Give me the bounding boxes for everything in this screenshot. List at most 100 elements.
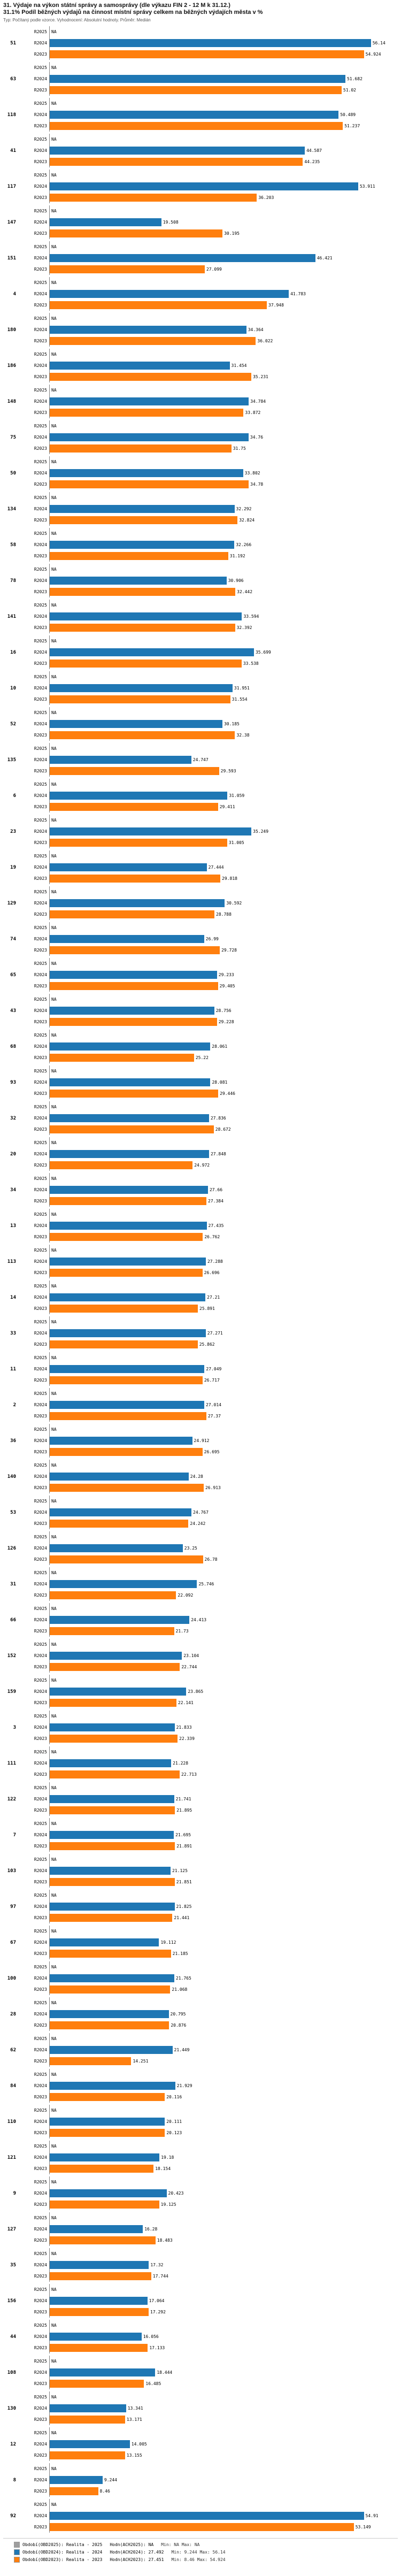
bar-value-label: 20.111 bbox=[166, 2119, 182, 2124]
bar-row-r2024: R2024 24.413 bbox=[18, 1614, 398, 1626]
series-tick-label: R2025 bbox=[34, 352, 47, 357]
series-tick-label: R2025 bbox=[34, 603, 47, 608]
bar-r2024 bbox=[50, 505, 235, 513]
bar-group: 127 R2025 NA R2024 16.28 R2023 18.483 bbox=[3, 2212, 398, 2246]
series-tick-label: R2024 bbox=[34, 1976, 47, 1981]
na-value-label: NA bbox=[51, 1355, 57, 1360]
na-value-label: NA bbox=[51, 603, 57, 608]
series-tick-label: R2024 bbox=[34, 435, 47, 440]
series-tick-label: R2025 bbox=[34, 2144, 47, 2149]
na-value-label: NA bbox=[51, 29, 57, 34]
bar-row-r2023: R2023 13.171 bbox=[18, 2414, 398, 2425]
bar-area: NA bbox=[49, 2356, 398, 2367]
series-tick-label: R2023 bbox=[34, 374, 47, 379]
bar-value-label: 19.112 bbox=[160, 1940, 176, 1945]
series-tick-label: R2024 bbox=[34, 1044, 47, 1049]
group-rank-label: 130 bbox=[7, 2405, 16, 2411]
series-tick-label: R2024 bbox=[34, 1510, 47, 1515]
group-rank-label: 12 bbox=[10, 2441, 16, 2447]
series-tick-label: R2023 bbox=[34, 697, 47, 702]
bar-area: 27.099 bbox=[49, 264, 398, 275]
bar-value-label: 14.005 bbox=[131, 2442, 147, 2447]
bar-row-r2025: R2025 NA bbox=[18, 2499, 398, 2510]
bar-r2024 bbox=[50, 182, 358, 190]
bar-group: 34 R2025 NA R2024 27.66 R2023 27.384 bbox=[3, 1173, 398, 1207]
group-rank-label: 62 bbox=[10, 2047, 16, 2053]
bar-value-label: 35.249 bbox=[253, 829, 269, 834]
bar-value-label: 28.788 bbox=[216, 912, 232, 917]
series-tick-label: R2025 bbox=[34, 1391, 47, 1396]
group-rows: R2025 NA R2024 16.28 R2023 18.483 bbox=[18, 2212, 398, 2246]
group-rows: R2025 NA R2024 23.865 R2023 22.141 bbox=[18, 1675, 398, 1708]
bar-area: 20.423 bbox=[49, 2188, 398, 2199]
bar-r2023 bbox=[50, 946, 220, 954]
bar-area: 18.154 bbox=[49, 2163, 398, 2174]
legend-item-2024: Období(OBD2024): Realita - 2024 Hodn(ACH… bbox=[14, 2549, 396, 2555]
series-tick-label: R2024 bbox=[34, 1617, 47, 1622]
bar-row-r2025: R2025 NA bbox=[18, 62, 398, 73]
bar-row-r2025: R2025 NA bbox=[18, 2463, 398, 2474]
series-tick-label: R2024 bbox=[34, 1833, 47, 1837]
bar-area: 25.891 bbox=[49, 1303, 398, 1314]
bar-area: 31.951 bbox=[49, 683, 398, 694]
bar-area: NA bbox=[49, 277, 398, 288]
series-tick-label: R2024 bbox=[34, 1940, 47, 1945]
na-value-label: NA bbox=[51, 531, 57, 536]
series-tick-label: R2023 bbox=[34, 769, 47, 773]
bar-area: 30.592 bbox=[49, 898, 398, 909]
bar-group: 53 R2025 NA R2024 24.767 R2023 24.242 bbox=[3, 1496, 398, 1529]
bar-row-r2023: R2023 51.237 bbox=[18, 120, 398, 132]
group-rank-label: 20 bbox=[10, 1151, 16, 1157]
bar-value-label: 46.421 bbox=[317, 256, 333, 260]
series-tick-label: R2025 bbox=[34, 1678, 47, 1683]
bar-area: 27.435 bbox=[49, 1220, 398, 1231]
bar-value-label: 20.123 bbox=[166, 2130, 182, 2135]
bar-r2023 bbox=[50, 1018, 217, 1026]
group-rows: R2025 NA R2024 41.783 R2023 37.948 bbox=[18, 277, 398, 311]
na-value-label: NA bbox=[51, 2108, 57, 2113]
bar-r2024 bbox=[50, 1042, 211, 1051]
legend-swatch-2023-icon bbox=[14, 2557, 20, 2563]
bar-area: 28.081 bbox=[49, 1077, 398, 1088]
series-tick-label: R2023 bbox=[34, 1880, 47, 1884]
bar-area: NA bbox=[49, 205, 398, 217]
legend-swatch-2024-icon bbox=[14, 2549, 20, 2555]
bar-area: 17.133 bbox=[49, 2342, 398, 2353]
bar-row-r2024: R2024 26.99 bbox=[18, 933, 398, 945]
series-tick-label: R2023 bbox=[34, 1700, 47, 1705]
series-tick-label: R2024 bbox=[34, 2227, 47, 2232]
series-tick-label: R2024 bbox=[34, 1689, 47, 1694]
bar-r2023 bbox=[50, 2308, 149, 2316]
bar-row-r2023: R2023 53.149 bbox=[18, 2521, 398, 2533]
bar-r2024 bbox=[50, 1580, 197, 1588]
bar-group: 67 R2025 NA R2024 19.112 R2023 21.185 bbox=[3, 1926, 398, 1959]
bar-row-r2025: R2025 NA bbox=[18, 1711, 398, 1722]
bar-area: NA bbox=[49, 1460, 398, 1471]
series-tick-label: R2023 bbox=[34, 1665, 47, 1669]
bar-row-r2024: R2024 27.836 bbox=[18, 1113, 398, 1124]
bar-value-label: 37.948 bbox=[268, 303, 284, 308]
bar-r2024 bbox=[50, 541, 235, 549]
bar-area: 37.948 bbox=[49, 300, 398, 311]
bar-value-label: 21.695 bbox=[175, 1833, 191, 1837]
bar-area: 22.713 bbox=[49, 1769, 398, 1780]
series-tick-label: R2023 bbox=[34, 2059, 47, 2064]
bar-r2024 bbox=[50, 2261, 149, 2269]
bar-r2023 bbox=[50, 1950, 171, 1958]
series-tick-label: R2025 bbox=[34, 29, 47, 34]
bar-group: 6 R2025 NA R2024 31.059 R2023 29.411 bbox=[3, 779, 398, 812]
group-rows: R2025 NA R2024 31.454 R2023 35.231 bbox=[18, 349, 398, 382]
series-tick-label: R2024 bbox=[34, 1797, 47, 1801]
na-value-label: NA bbox=[51, 1857, 57, 1862]
bar-row-r2024: R2024 27.444 bbox=[18, 862, 398, 873]
series-tick-label: R2025 bbox=[34, 1821, 47, 1826]
bar-area: NA bbox=[49, 886, 398, 898]
bar-group: 93 R2025 NA R2024 28.081 R2023 29.446 bbox=[3, 1065, 398, 1099]
bar-row-r2025: R2025 NA bbox=[18, 707, 398, 718]
na-value-label: NA bbox=[51, 2251, 57, 2256]
bar-row-r2023: R2023 28.672 bbox=[18, 1124, 398, 1135]
bar-row-r2024: R2024 16.056 bbox=[18, 2331, 398, 2342]
bar-value-label: 41.783 bbox=[290, 292, 306, 296]
bar-row-r2025: R2025 NA bbox=[18, 635, 398, 647]
bar-area: 26.695 bbox=[49, 1446, 398, 1458]
